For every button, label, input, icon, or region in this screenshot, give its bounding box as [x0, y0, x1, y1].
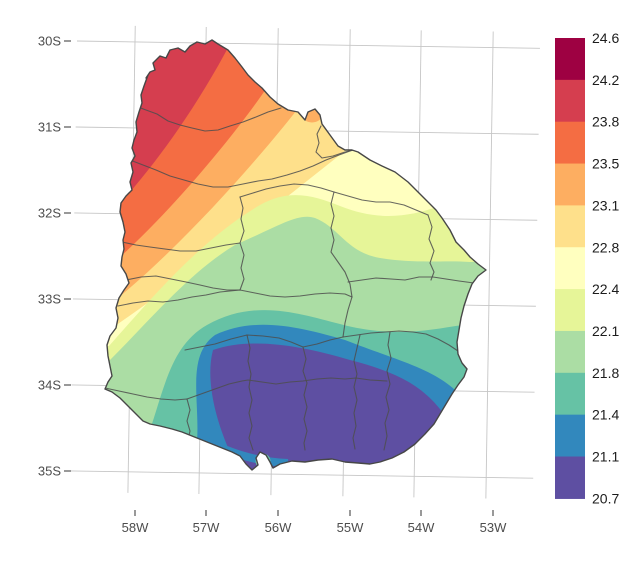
- y-axis: 30S 31S 32S 33S 34S 35S: [38, 34, 71, 479]
- x-tick-label: 54W: [408, 520, 435, 535]
- legend-swatch: [555, 331, 585, 373]
- gridline-30S: [77, 41, 540, 48]
- legend-label: 20.7: [592, 490, 619, 506]
- legend-swatch: [555, 247, 585, 289]
- legend-swatch: [555, 373, 585, 415]
- contour-map-plot: 30S 31S 32S 33S 34S 35S 58W 57W 56W 55W 54W 53W 24…: [0, 0, 630, 584]
- x-tick-label: 55W: [337, 520, 364, 535]
- legend-label: 24.6: [592, 30, 619, 46]
- legend-swatch: [555, 457, 585, 499]
- legend-label: 21.8: [592, 365, 619, 381]
- legend-label: 23.5: [592, 156, 619, 172]
- y-tick-label: 35S: [38, 464, 61, 479]
- legend-swatch: [555, 80, 585, 122]
- x-tick-label: 57W: [193, 520, 220, 535]
- legend-swatch: [555, 38, 585, 80]
- gridline-53W: [486, 32, 493, 499]
- figure-canvas: 30S 31S 32S 33S 34S 35S 58W 57W 56W 55W 54W 53W 24…: [0, 0, 630, 584]
- gridline-35S: [70, 471, 533, 478]
- legend-label: 21.4: [592, 407, 619, 423]
- x-tick-label: 53W: [480, 520, 507, 535]
- legend-swatch: [555, 415, 585, 457]
- legend-label: 23.1: [592, 197, 619, 213]
- y-tick-label: 34S: [38, 378, 61, 393]
- legend-swatch: [555, 122, 585, 164]
- colorbar-legend: 24.6 24.2 23.8 23.5 23.1 22.8 22.4 22.1 21.8 21.4…: [555, 30, 619, 506]
- legend-label: 24.2: [592, 72, 619, 88]
- x-tick-label: 58W: [122, 520, 149, 535]
- legend-swatch: [555, 289, 585, 331]
- x-tick-label: 56W: [265, 520, 292, 535]
- legend-label: 21.1: [592, 449, 619, 465]
- legend-swatch: [555, 205, 585, 247]
- legend-swatch: [555, 164, 585, 206]
- y-tick-label: 31S: [38, 120, 61, 135]
- legend-label: 22.8: [592, 239, 619, 255]
- y-tick-label: 30S: [38, 34, 61, 49]
- legend-label: 22.4: [592, 281, 619, 297]
- y-tick-label: 32S: [38, 206, 61, 221]
- legend-label: 22.1: [592, 323, 619, 339]
- y-tick-label: 33S: [38, 292, 61, 307]
- x-axis: 58W 57W 56W 55W 54W 53W: [122, 510, 507, 535]
- legend-label: 23.8: [592, 114, 619, 130]
